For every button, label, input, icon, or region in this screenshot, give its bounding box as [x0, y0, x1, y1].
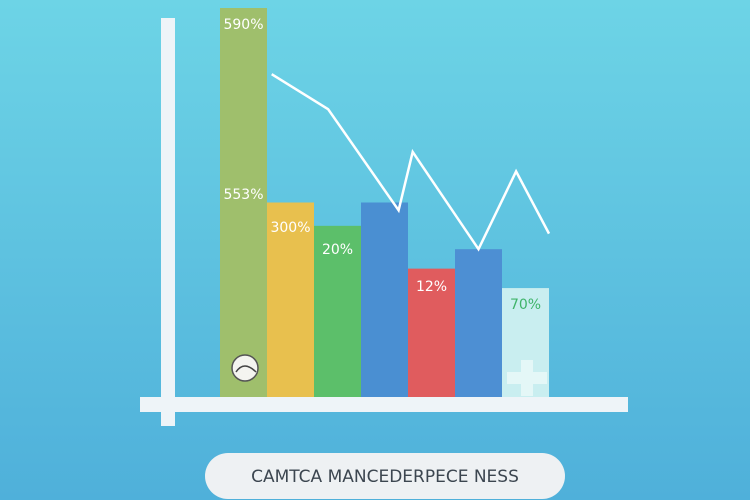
- plus-icon: [507, 360, 547, 396]
- bar: [361, 202, 408, 397]
- x-axis: [140, 397, 628, 412]
- data-label: 553%: [223, 187, 263, 203]
- data-label: 590%: [223, 17, 263, 33]
- title-pill: [205, 453, 565, 499]
- trend-line: [271, 73, 551, 252]
- bar: [267, 202, 314, 397]
- icon: [231, 354, 259, 382]
- data-label: 12%: [416, 279, 447, 295]
- bar: [455, 249, 502, 397]
- bar: [314, 225, 361, 397]
- y-axis: [161, 18, 175, 426]
- bar: [220, 8, 267, 397]
- chart-title: CAMTCA MANCEDERPECE NESS: [251, 467, 519, 487]
- data-label: 70%: [510, 297, 541, 313]
- data-label: 20%: [322, 242, 353, 258]
- bar: [408, 268, 455, 397]
- data-label: 300%: [270, 220, 310, 236]
